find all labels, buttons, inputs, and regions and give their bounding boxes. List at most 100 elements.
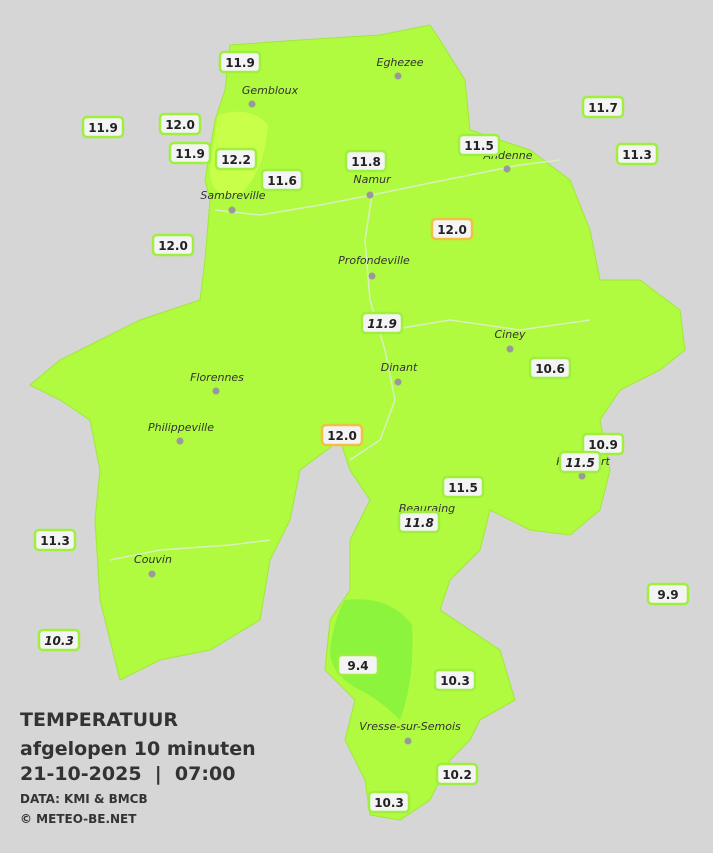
city-dot	[212, 387, 220, 395]
city-dot	[176, 437, 184, 445]
title-line: afgelopen 10 minuten	[20, 738, 256, 760]
city-label: Namur	[353, 173, 392, 186]
station-box	[218, 50, 262, 74]
city-label: Dinant	[381, 361, 418, 374]
station-box	[214, 147, 258, 171]
city-dot	[228, 206, 236, 214]
station-value: 11.9	[175, 147, 205, 161]
city-dot	[148, 570, 156, 578]
city-dot	[394, 378, 402, 386]
station-value: 12.2	[221, 153, 251, 167]
city-dot	[578, 472, 586, 480]
credit-line: DATA: KMI & BMCB	[20, 792, 148, 806]
station: 11.5	[457, 133, 501, 157]
station-box	[81, 115, 125, 139]
station-value: 12.0	[437, 223, 467, 237]
city-label: Couvin	[134, 553, 172, 566]
city-dot	[368, 272, 376, 280]
station-value: 9.4	[347, 659, 368, 673]
station-box	[435, 762, 479, 786]
station-value: 12.0	[165, 118, 195, 132]
station-box	[615, 142, 659, 166]
station-value: 12.0	[158, 239, 188, 253]
station-value: 11.7	[588, 101, 618, 115]
station-box	[260, 168, 304, 192]
station-box	[397, 510, 441, 534]
station: 12.0	[151, 233, 195, 257]
station: 10.3	[37, 628, 81, 652]
station-value: 11.5	[448, 481, 478, 495]
station-value: 10.2	[442, 768, 472, 782]
station-value: 11.3	[622, 148, 652, 162]
city-label: Sambreville	[200, 189, 265, 202]
station-value: 11.5	[565, 456, 595, 470]
station-value: 12.0	[327, 429, 357, 443]
station: 9.9	[646, 582, 690, 606]
station-box	[558, 450, 602, 474]
city-dot	[366, 191, 374, 199]
station-box	[344, 149, 388, 173]
city-label: Gembloux	[242, 84, 299, 97]
city-label: Vresse-sur-Semois	[359, 720, 461, 733]
station: 10.6	[528, 356, 572, 380]
station: 10.9	[581, 432, 625, 456]
station-value: 11.8	[404, 516, 434, 530]
station-box	[168, 141, 212, 165]
station: 10.2	[435, 762, 479, 786]
title-line: TEMPERATUUR	[20, 709, 178, 731]
city-dot	[248, 100, 256, 108]
station: 9.4	[336, 653, 380, 677]
station-box	[33, 528, 77, 552]
station-box	[367, 790, 411, 814]
station-box	[528, 356, 572, 380]
city-label: Philippeville	[148, 421, 214, 434]
city-dot	[394, 72, 402, 80]
station-box	[457, 133, 501, 157]
city-label: Ciney	[495, 328, 526, 341]
river	[109, 159, 591, 561]
station: 11.6	[260, 168, 304, 192]
city-label: Florennes	[190, 371, 244, 384]
station-value: 11.5	[464, 139, 494, 153]
station: 10.3	[367, 790, 411, 814]
station-box	[158, 112, 202, 136]
station-box	[430, 217, 474, 241]
station: 12.0	[158, 112, 202, 136]
station: 10.3	[433, 668, 477, 692]
province	[29, 24, 686, 821]
station-value: 10.3	[374, 796, 404, 810]
station: 11.3	[615, 142, 659, 166]
station-box	[581, 95, 625, 119]
city-label: Profondeville	[338, 254, 410, 267]
station-value: 10.3	[440, 674, 470, 688]
station-box	[320, 423, 364, 447]
city-label: Eghezee	[377, 56, 424, 69]
station-box	[441, 475, 485, 499]
station: 12.2	[214, 147, 258, 171]
station: 11.9	[168, 141, 212, 165]
city-dot	[503, 165, 511, 173]
station-value: 11.9	[88, 121, 118, 135]
station: 11.8	[344, 149, 388, 173]
station-box	[646, 582, 690, 606]
station-box	[37, 628, 81, 652]
city-dot	[506, 345, 514, 353]
station-box	[433, 668, 477, 692]
station-value: 9.9	[657, 588, 678, 602]
station-box	[581, 432, 625, 456]
station-value: 10.9	[588, 438, 618, 452]
title-line: 21-10-2025 | 07:00	[20, 763, 235, 785]
station-value: 11.8	[351, 155, 381, 169]
station-value: 11.6	[267, 174, 297, 188]
station-value: 10.3	[44, 634, 74, 648]
station: 11.8	[397, 510, 441, 534]
station: 11.9	[81, 115, 125, 139]
station: 11.7	[581, 95, 625, 119]
station-value: 11.3	[40, 534, 70, 548]
station: 11.3	[33, 528, 77, 552]
station-value: 11.9	[367, 317, 397, 331]
station: 11.5	[441, 475, 485, 499]
station: 12.0	[320, 423, 364, 447]
station-box	[360, 311, 404, 335]
